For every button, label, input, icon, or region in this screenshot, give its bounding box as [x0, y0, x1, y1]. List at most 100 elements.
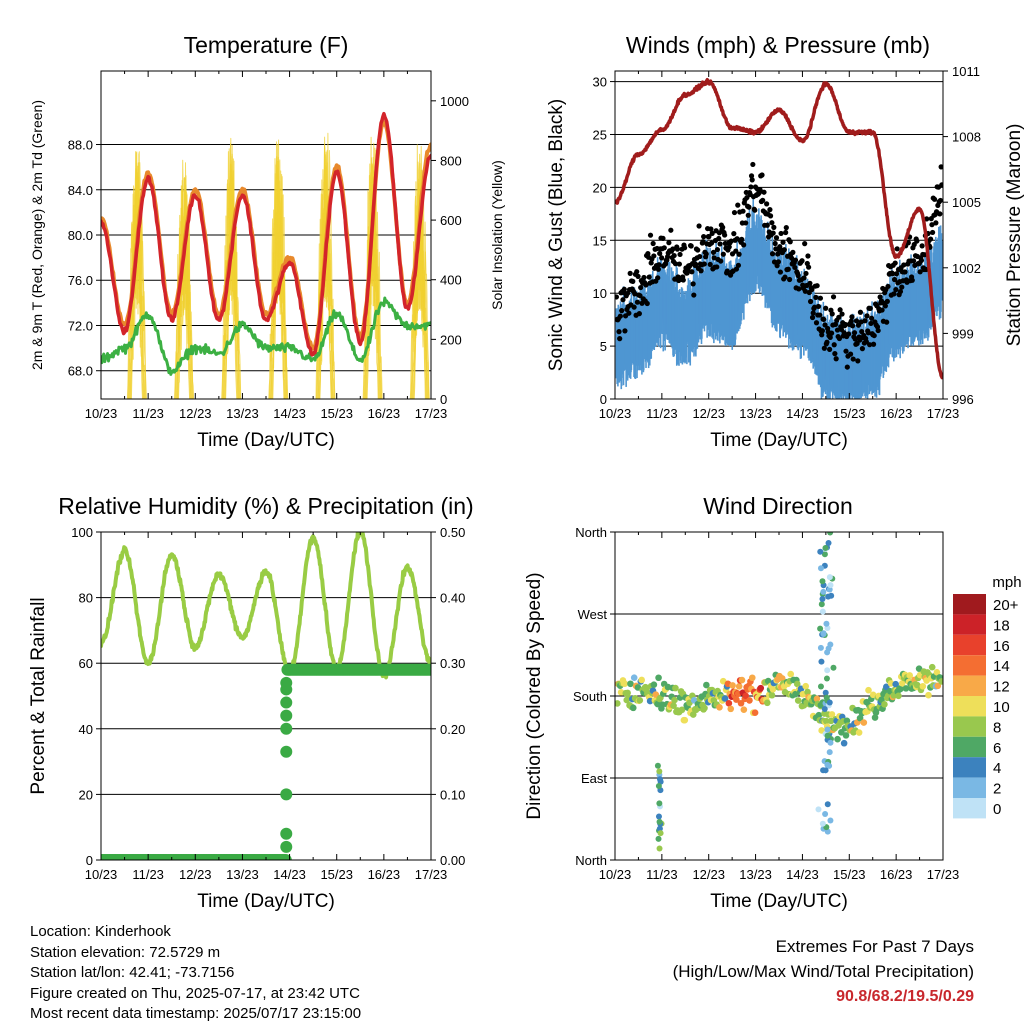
humidity-y-right-tick-label: 0.30 — [440, 656, 465, 671]
direction-title: Wind Direction — [703, 493, 853, 519]
gust-point — [661, 245, 667, 251]
gust-point — [846, 331, 852, 337]
gust-point — [884, 298, 890, 304]
direction-point — [818, 601, 825, 608]
direction-point — [820, 630, 827, 637]
extremes-values: 90.8/68.2/19.5/0.29 — [836, 988, 974, 1005]
gust-point — [937, 211, 943, 217]
temperature-y-axis-label: 2m & 9m T (Red, Orange) & 2m Td (Green) — [29, 100, 45, 370]
gust-point — [616, 329, 622, 335]
direction-point — [827, 739, 834, 746]
direction-point — [701, 704, 708, 712]
direction-point — [860, 719, 868, 726]
location-text: Location: Kinderhook — [30, 923, 171, 940]
temperature-y-tick-label: 88.0 — [68, 138, 93, 153]
precip-point — [280, 676, 293, 689]
direction-x-tick-label: 14/23 — [786, 867, 819, 882]
gust-point — [714, 246, 721, 253]
direction-point — [828, 592, 835, 599]
gust-point — [659, 255, 665, 261]
gust-point — [899, 284, 905, 290]
gust-point — [805, 253, 811, 259]
direction-point — [738, 676, 746, 684]
gust-point — [836, 314, 842, 320]
winds-y-axis-right: 996 999 1002 1005 1008 1011 — [943, 64, 981, 407]
temperature-x-tick-label: 12/23 — [179, 406, 212, 421]
direction-point — [825, 645, 832, 652]
gust-point — [634, 299, 640, 305]
direction-point — [906, 672, 914, 679]
direction-point — [748, 674, 756, 682]
direction-point — [827, 582, 834, 589]
temperature-y-tick-label: 84.0 — [68, 183, 93, 198]
legend-label: 18 — [993, 617, 1010, 634]
gust-point — [796, 286, 802, 292]
gust-point — [868, 315, 875, 321]
legend-swatch — [953, 696, 986, 717]
direction-point — [689, 711, 697, 718]
direction-point — [842, 732, 850, 739]
direction-point — [757, 684, 765, 692]
gust-point — [939, 182, 943, 188]
gust-point — [785, 266, 791, 272]
gust-point — [739, 236, 745, 242]
legend-label: 14 — [993, 658, 1010, 675]
gust-point — [688, 243, 694, 249]
gust-point — [864, 313, 870, 319]
direction-point — [892, 680, 899, 688]
gust-point — [764, 222, 770, 228]
precip-point — [280, 696, 293, 709]
direction-point — [794, 697, 802, 704]
gust-point — [650, 240, 656, 247]
direction-point — [823, 694, 830, 701]
gust-point — [827, 346, 833, 352]
direction-point — [630, 674, 638, 682]
solar-insolation-series — [126, 132, 430, 399]
solar-line — [413, 145, 430, 399]
gust-point — [706, 234, 712, 240]
direction-point — [636, 697, 644, 704]
winds-x-tick-label: 11/23 — [646, 406, 678, 421]
gust-point — [937, 197, 943, 204]
gust-point — [867, 305, 873, 311]
direction-point — [655, 782, 662, 789]
gust-point — [671, 252, 677, 259]
temperature-y-right-tick-label: 200 — [440, 332, 462, 347]
gust-point — [829, 311, 835, 317]
temperature-y-axis-right: 0 200 400 600 800 1000 — [431, 94, 469, 407]
precip-point — [425, 663, 431, 676]
temperature-y-tick-label: 80.0 — [68, 228, 93, 243]
humidity-y-tick-label: 100 — [71, 525, 93, 540]
direction-point — [813, 695, 821, 703]
direction-point — [826, 749, 833, 756]
gust-point — [891, 291, 897, 297]
temperature-y-right-tick-label: 0 — [440, 392, 447, 407]
gust-point — [647, 232, 654, 238]
gust-point — [892, 260, 898, 266]
humidity-x-tick-label: 12/23 — [179, 867, 212, 882]
legend-label: 0 — [993, 801, 1001, 818]
legend-title: mph — [992, 574, 1021, 591]
direction-x-axis: 10/23 11/23 12/23 13/23 14/23 15/23 16/23 17/23… — [599, 532, 959, 912]
gust-point — [711, 255, 717, 261]
gust-point — [630, 278, 636, 284]
gust-point — [777, 269, 784, 275]
gust-point — [884, 319, 890, 325]
gust-point — [672, 261, 679, 267]
gust-point — [817, 312, 823, 318]
winds-y-right-tick-label: 1005 — [952, 195, 981, 210]
direction-point — [821, 706, 828, 713]
direction-point — [703, 681, 710, 689]
direction-point — [678, 706, 686, 714]
gust-point — [867, 342, 873, 348]
gust-point — [637, 293, 643, 299]
gust-point — [801, 275, 807, 281]
winds-y-tick-label: 15 — [593, 233, 607, 248]
humidity-y-right-tick-label: 0.40 — [440, 591, 465, 606]
gust-point — [635, 273, 641, 279]
extremes-subtitle: (High/Low/Max Wind/Total Precipitation) — [672, 962, 974, 981]
humidity-y-right-tick-label: 0.20 — [440, 722, 465, 737]
winds-y-axis-label: Sonic Wind & Gust (Blue, Black) — [546, 99, 567, 371]
gust-point — [677, 251, 683, 258]
gust-point — [621, 286, 627, 292]
